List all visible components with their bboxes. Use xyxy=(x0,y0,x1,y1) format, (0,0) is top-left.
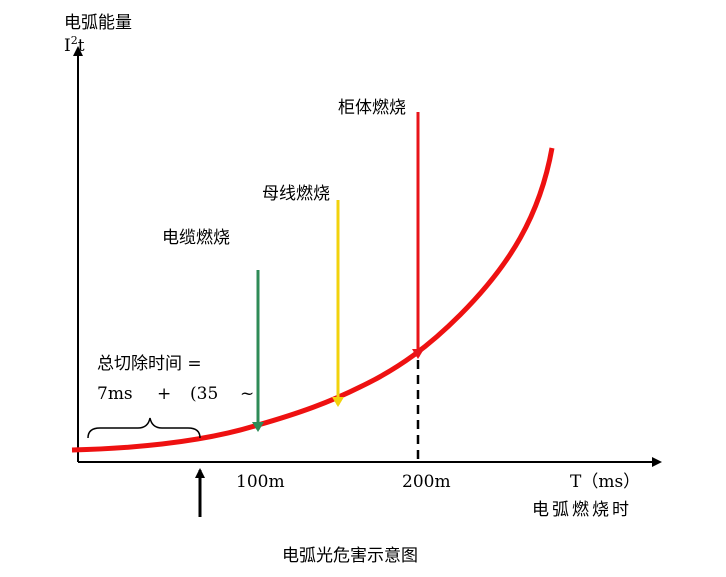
energy-curve xyxy=(71,147,555,453)
y-axis-title: 电弧能量 xyxy=(64,13,132,33)
symbol-tail: t xyxy=(78,36,85,56)
x-axis-title: 电弧燃烧时 xyxy=(532,500,632,520)
event-label: 电缆燃烧 xyxy=(162,228,230,248)
note-part: + xyxy=(157,384,171,404)
y-axis-symbol: I2t xyxy=(64,34,85,56)
x-tick-label: 200m xyxy=(402,472,451,492)
note-part: (35 xyxy=(190,384,218,404)
event-label: 母线燃烧 xyxy=(262,184,330,204)
caption: 电弧光危害示意图 xyxy=(282,546,418,566)
symbol-base: I xyxy=(64,36,71,56)
note-line: 总切除时间 = xyxy=(97,354,202,374)
event-label: 柜体燃烧 xyxy=(338,98,406,118)
note-part: 7ms xyxy=(97,384,133,404)
x-axis-unit: T（ms） xyxy=(570,472,640,492)
brace xyxy=(87,417,201,439)
x-tick-label: 100m xyxy=(236,472,285,492)
note-part: ~ xyxy=(240,384,254,404)
symbol-sup: 2 xyxy=(71,34,78,47)
